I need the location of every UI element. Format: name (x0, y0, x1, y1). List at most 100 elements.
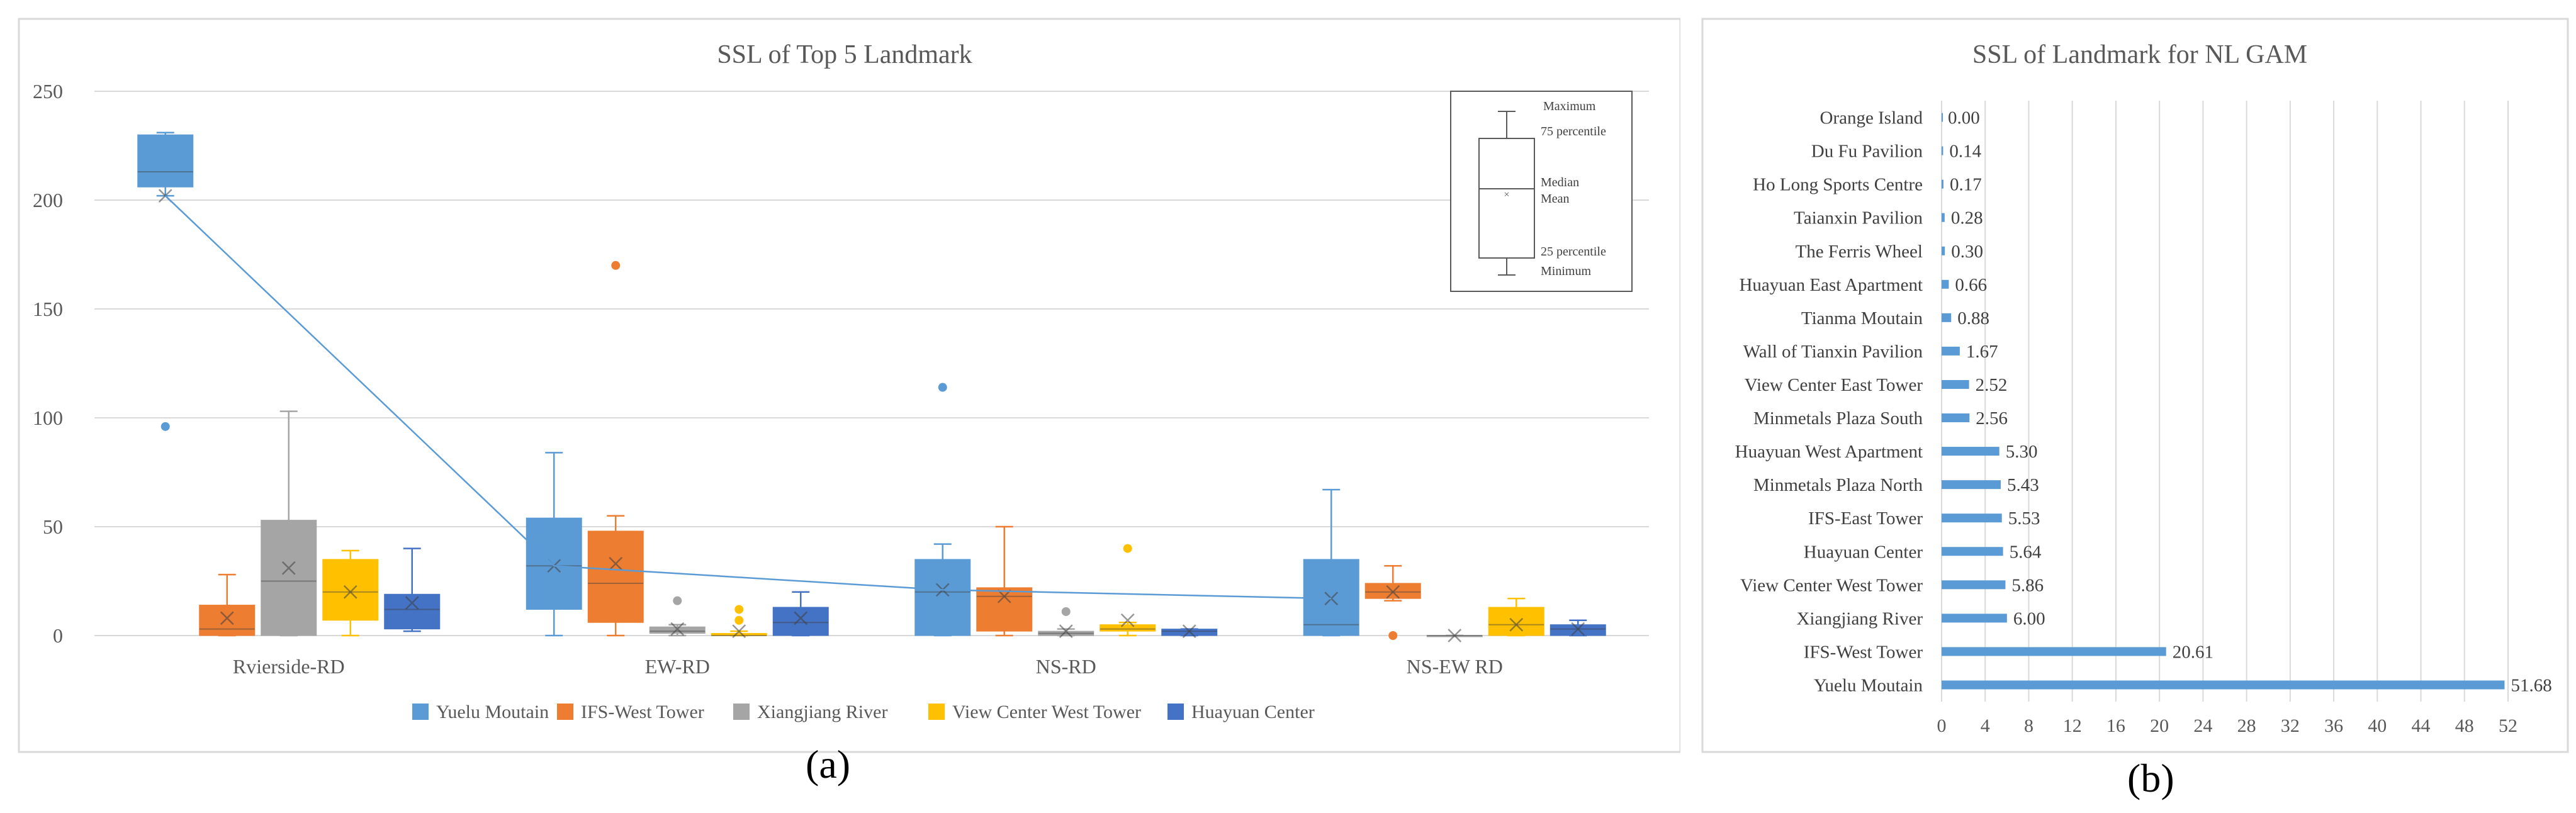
bar (1942, 213, 1945, 222)
box-plot-box (1488, 597, 1544, 637)
box-key-label-p25: 25 percentile (1541, 245, 1606, 259)
caption-b: (b) (2127, 756, 2174, 800)
bar-category-label: IFS-West Tower (1804, 642, 1923, 662)
box-key-mean-marker: × (1504, 189, 1509, 200)
box-iqr (772, 607, 829, 636)
box-key-box (1478, 138, 1535, 259)
box-iqr (137, 134, 194, 188)
bar-category-label: Du Fu Pavilion (1811, 142, 1923, 162)
bar-data-label: 0.28 (1951, 208, 1983, 228)
box-plot-box (322, 549, 379, 637)
box-plot-box (914, 383, 971, 637)
box-iqr (1100, 624, 1156, 632)
chart-a-mean-trend (164, 195, 1332, 600)
chart-b-x-tick-label: 44 (2412, 715, 2431, 736)
caption-a: (a) (806, 742, 851, 787)
box-iqr (1488, 607, 1544, 636)
chart-b-x-tick-label: 40 (2368, 715, 2387, 736)
bar-data-label: 0.17 (1950, 175, 1982, 195)
bar-category-label: Ho Long Sports Centre (1753, 175, 1923, 195)
chart-b-x-tick-label: 36 (2324, 715, 2343, 736)
box-mean-marker (1182, 624, 1196, 638)
box-plot-box (1038, 607, 1094, 638)
bar-category-label: Orange Island (1820, 108, 1923, 128)
chart-b-x-tick-label: 48 (2455, 715, 2474, 736)
box-iqr (261, 520, 317, 636)
bar (1942, 113, 1943, 122)
bar (1942, 580, 2006, 590)
box-mean-marker (794, 611, 808, 625)
bar (1942, 246, 1945, 255)
bar-data-label: 0.14 (1949, 142, 1981, 162)
chart-b-gridlines (1941, 101, 2509, 702)
chart-b-title: SSL of Landmark for NL GAM (1972, 40, 2307, 69)
bar (1942, 480, 2001, 490)
legend-swatch (557, 704, 573, 720)
bar (1942, 179, 1943, 189)
box-mean-marker (405, 596, 419, 610)
bar-data-label: 6.00 (2013, 608, 2045, 629)
chart-b-x-tick-label: 8 (2024, 715, 2033, 736)
legend-label: IFS-West Tower (581, 702, 704, 722)
bar (1942, 447, 1999, 456)
box-plot-box (526, 452, 582, 637)
chart-a-y-tick-label: 0 (53, 624, 63, 647)
bar-data-label: 2.52 (1976, 375, 2008, 395)
chart-b-x-tick-label: 52 (2499, 715, 2517, 736)
bar (1942, 513, 2002, 523)
box-mean-marker (343, 585, 357, 599)
bar (1942, 279, 1949, 289)
box-key-label-p75: 75 percentile (1541, 125, 1606, 138)
chart-a-y-tick-label: 50 (43, 515, 63, 538)
box-plot-box (711, 605, 767, 638)
box-plot-box (587, 261, 644, 637)
bar-category-label: Huayuan Center (1804, 542, 1923, 562)
box-outlier-point (673, 596, 682, 605)
box-outlier-point (1388, 631, 1398, 640)
bar (1942, 413, 1970, 423)
box-mean-marker (1386, 585, 1400, 599)
box-mean-marker (220, 611, 234, 625)
box-mean-marker (997, 589, 1011, 603)
box-key-frame (1450, 91, 1633, 292)
bar-category-label: View Center West Tower (1740, 575, 1923, 595)
bar (1942, 346, 1960, 356)
chart-b-x-tick-label: 16 (2106, 715, 2125, 736)
box-plot-box (1426, 629, 1483, 642)
box-mean-marker (609, 556, 623, 571)
bar-data-label: 0.88 (1957, 308, 1989, 328)
box-key-label-maximum: Maximum (1543, 99, 1596, 113)
box-iqr (914, 559, 971, 636)
bar-data-label: 51.68 (2511, 675, 2551, 695)
chart-b-x-tick-label: 4 (1981, 715, 1990, 736)
box-outlier-point (160, 422, 170, 431)
mean-trend-line (164, 195, 1332, 600)
bar-data-label: 5.30 (2006, 442, 2038, 462)
bar (1942, 680, 2505, 690)
box-plot-box (261, 410, 317, 637)
box-outlier-point (938, 383, 947, 392)
bar-data-label: 5.43 (2007, 475, 2039, 495)
box-outlier-point (734, 615, 744, 625)
box-plot-chart: SSL of Top 5 Landmark 0 50 100 150 200 250 Rv… (18, 18, 1680, 753)
box-iqr (384, 593, 441, 630)
bar-data-label: 2.56 (1976, 408, 2008, 429)
bar-category-label: Yuelu Moutain (1814, 675, 1923, 695)
legend-swatch (412, 704, 429, 720)
box-plot-box (199, 573, 256, 637)
legend-item: View Center West Tower (928, 702, 1141, 722)
box-mean-marker (1059, 624, 1073, 638)
chart-a-y-tick-label: 250 (33, 80, 63, 103)
bar-data-label: 5.86 (2011, 575, 2044, 595)
chart-a-x-tick-label: NS-RD (1036, 655, 1096, 678)
bar (1942, 647, 2166, 656)
box-mean-marker (1120, 613, 1135, 627)
bar-category-label: Minmetals Plaza South (1753, 408, 1923, 429)
box-plot-box (384, 547, 441, 632)
chart-b-x-tick-label: 24 (2193, 715, 2212, 736)
box-outlier-point (1123, 544, 1132, 553)
box-mean-marker (281, 561, 296, 575)
bar-data-label: 5.53 (2008, 508, 2040, 529)
bar-category-label: Huayuan West Apartment (1735, 442, 1923, 462)
legend-item: Xiangjiang River (733, 702, 887, 722)
